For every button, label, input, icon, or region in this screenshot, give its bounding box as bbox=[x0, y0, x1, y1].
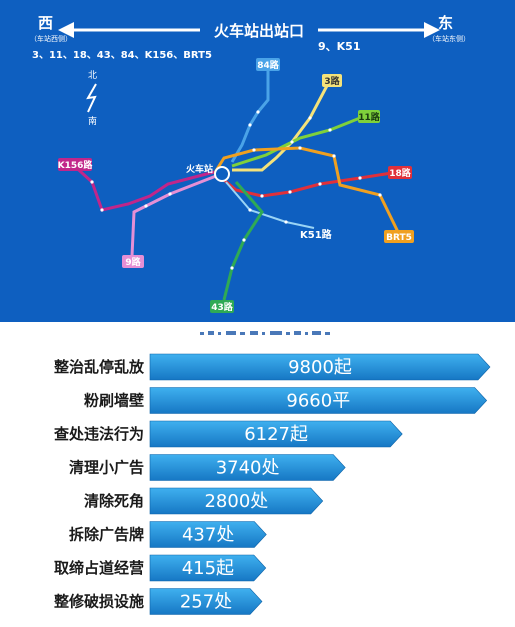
bar-1 bbox=[149, 387, 488, 414]
title-backdrop bbox=[200, 19, 318, 41]
bar-3 bbox=[149, 454, 346, 481]
east-sub-label: （车站东侧） bbox=[428, 34, 470, 43]
svg-text:84路: 84路 bbox=[257, 59, 280, 71]
east-routes-label: 9、K51 bbox=[318, 40, 361, 53]
svg-text:K51路: K51路 bbox=[300, 228, 333, 241]
compass-icon bbox=[86, 83, 97, 113]
route-map-svg: 火车站出站口 西 （车站西侧） 东 （车站东侧） 3、11、18、43、84、K… bbox=[30, 14, 470, 313]
route-badge-k51: K51路 bbox=[300, 228, 333, 241]
bar-0 bbox=[149, 353, 491, 381]
west-arrowhead-icon bbox=[58, 22, 74, 38]
route-k51-line bbox=[225, 181, 315, 229]
compass-south-label: 南 bbox=[88, 115, 97, 127]
route-9-line bbox=[130, 174, 217, 257]
value-label-3: 3740处 bbox=[216, 458, 280, 479]
category-label-2: 查处违法行为 bbox=[54, 425, 144, 443]
route-badge-3: 3路 bbox=[322, 74, 342, 87]
svg-text:9路: 9路 bbox=[125, 256, 141, 268]
svg-text:BRT5: BRT5 bbox=[386, 233, 412, 243]
svg-text:K156路: K156路 bbox=[58, 159, 94, 171]
west-routes-label: 3、11、18、43、84、K156、BRT5 bbox=[32, 50, 212, 61]
value-label-1: 9660平 bbox=[286, 391, 350, 412]
value-label-7: 257处 bbox=[180, 592, 232, 613]
category-label-6: 取缔占道经营 bbox=[54, 559, 144, 577]
route-badge-11: 11路 bbox=[358, 110, 381, 123]
route-badge-18: 18路 bbox=[388, 166, 412, 179]
bar-4 bbox=[149, 487, 324, 515]
svg-text:11路: 11路 bbox=[358, 111, 381, 123]
station-label: 火车站 bbox=[186, 163, 213, 175]
bar-2 bbox=[149, 420, 403, 448]
svg-text:43路: 43路 bbox=[211, 301, 234, 313]
route-84-line bbox=[230, 68, 270, 163]
east-label: 东 bbox=[438, 14, 453, 32]
west-label: 西 bbox=[38, 14, 53, 32]
east-arrowhead-icon bbox=[424, 22, 440, 38]
value-label-6: 415起 bbox=[182, 558, 234, 579]
value-label-2: 6127起 bbox=[244, 424, 308, 445]
bar-7 bbox=[149, 588, 263, 615]
route-badge-9: 9路 bbox=[122, 255, 144, 268]
station-dots bbox=[90, 110, 382, 270]
exit-title: 火车站出站口 bbox=[214, 22, 304, 40]
west-sub-label: （车站西侧） bbox=[30, 34, 72, 43]
value-label-0: 9800起 bbox=[288, 357, 352, 378]
value-label-5: 437处 bbox=[182, 525, 234, 546]
category-label-0: 整治乱停乱放 bbox=[54, 358, 145, 376]
compass-north-label: 北 bbox=[88, 70, 97, 81]
svg-text:3路: 3路 bbox=[324, 75, 340, 87]
value-label-4: 2800处 bbox=[204, 491, 268, 512]
route-badge-brt5: BRT5 bbox=[384, 230, 414, 243]
category-label-3: 清理小广告 bbox=[69, 459, 144, 477]
route-badge-84: 84路 bbox=[256, 58, 280, 71]
train-station-icon bbox=[214, 166, 230, 182]
category-label-4: 清除死角 bbox=[84, 492, 144, 510]
bus-route-map: 火车站出站口 西 （车站西侧） 东 （车站东侧） 3、11、18、43、84、K… bbox=[0, 0, 515, 322]
bar-5 bbox=[149, 521, 267, 548]
category-label-7: 整修破损设施 bbox=[54, 593, 144, 611]
svg-text:18路: 18路 bbox=[389, 167, 412, 179]
route-badge-k156: K156路 bbox=[58, 158, 94, 171]
category-label-5: 拆除广告牌 bbox=[69, 526, 144, 544]
route-brt5-line bbox=[212, 146, 400, 233]
route-3-line bbox=[232, 79, 332, 172]
decorative-divider bbox=[200, 331, 330, 335]
route-badge-43: 43路 bbox=[210, 300, 234, 313]
bar-6 bbox=[149, 554, 267, 582]
route-11-line bbox=[231, 116, 361, 168]
route-43-line bbox=[222, 181, 264, 301]
category-label-1: 粉刷墙壁 bbox=[84, 392, 144, 410]
